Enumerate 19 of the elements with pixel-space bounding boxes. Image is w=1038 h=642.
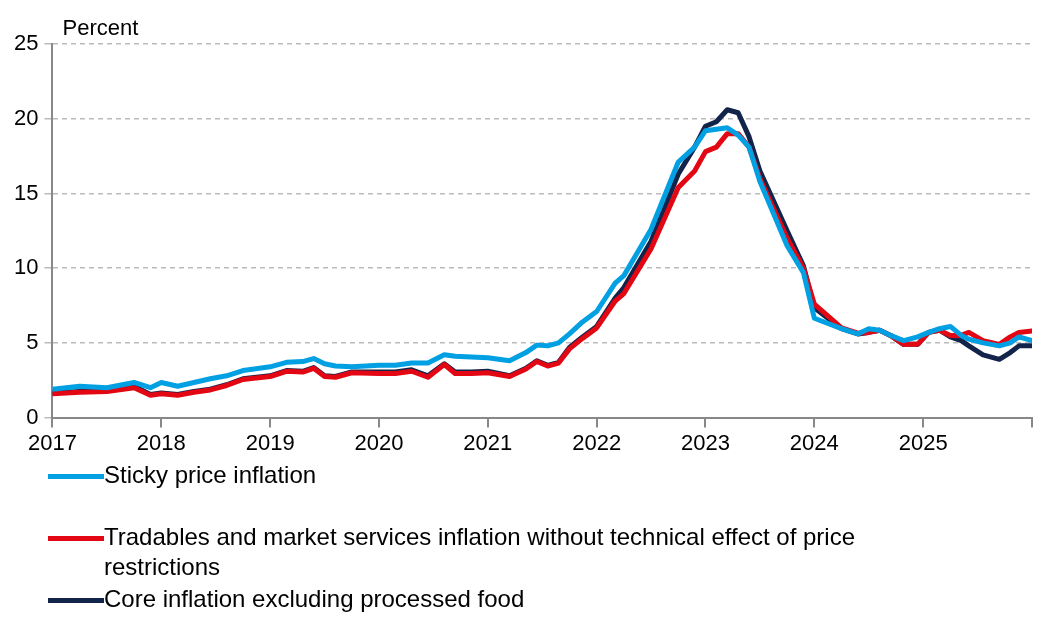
- legend-label: Sticky price inflation: [104, 460, 317, 490]
- x-tick-label: 2023: [681, 429, 730, 455]
- x-tick-label: 2021: [463, 429, 513, 455]
- y-axis-title: Percent: [62, 15, 139, 41]
- x-tick-label: 2019: [245, 429, 295, 455]
- y-tick-label: 15: [13, 179, 39, 205]
- y-tick-label: 25: [13, 30, 39, 56]
- y-tick-label: 20: [13, 104, 39, 130]
- x-tick-label: 2020: [354, 429, 404, 455]
- x-tick-label: 2025: [898, 429, 948, 455]
- x-tick-label: 2017: [27, 429, 77, 455]
- x-tick-label: 2018: [136, 429, 186, 455]
- legend-label: Tradables and market services inflation without technical effect of price restrictions: [104, 522, 857, 582]
- y-tick-label: 10: [13, 254, 39, 280]
- x-tick-label: 2024: [789, 429, 839, 455]
- legend-label: Core inflation excluding processed food: [104, 584, 525, 614]
- y-tick-label: 5: [26, 328, 39, 354]
- x-tick-label: 2022: [572, 429, 622, 455]
- y-tick-label: 0: [26, 403, 39, 429]
